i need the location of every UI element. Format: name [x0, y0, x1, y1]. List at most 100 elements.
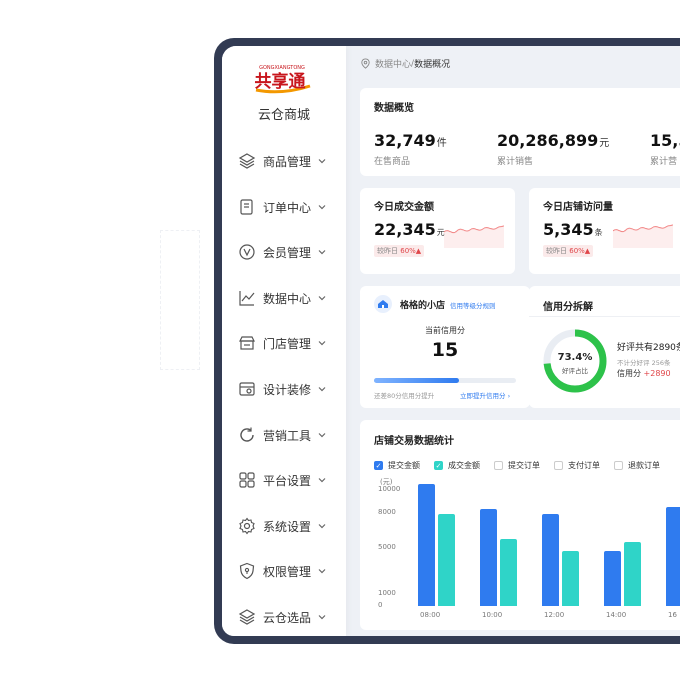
- chevron-down-icon: [318, 478, 326, 483]
- stat-sales-label: 累计销售: [497, 157, 534, 167]
- bar-submitted[interactable]: [666, 507, 680, 606]
- bar-submitted[interactable]: [418, 484, 435, 606]
- today-visits-card: 今日店铺访问量 5,345条 较昨日 60%▲: [529, 188, 680, 274]
- chevron-down-icon: [318, 387, 326, 392]
- y-unit-label: (元): [380, 478, 393, 486]
- stat-third-value: 15,5: [650, 131, 680, 150]
- checkbox-checked-icon[interactable]: ✓: [374, 461, 383, 470]
- checkbox-icon[interactable]: [614, 461, 623, 470]
- checkbox-icon[interactable]: [494, 461, 503, 470]
- legend-label: 提交金额: [388, 461, 420, 470]
- shield-icon: [239, 563, 255, 580]
- visits-sparkline: [613, 224, 673, 248]
- bar-completed[interactable]: [562, 551, 579, 606]
- today-amount-value: 22,345元: [374, 220, 445, 239]
- sidebar-item-label: 权限管理: [263, 565, 312, 580]
- y-tick-label: 5000: [378, 543, 396, 551]
- stat-third-label: 累计营: [650, 157, 678, 167]
- sidebar-item[interactable]: 云仓选品: [222, 601, 346, 633]
- donut-ratio: 73.4%: [558, 352, 593, 363]
- chevron-down-icon: [318, 615, 326, 620]
- breadcrumb-parent[interactable]: 数据中心: [375, 60, 412, 70]
- shop-name: 格格的小店: [400, 301, 446, 311]
- legend-label: 成交金额: [448, 461, 480, 470]
- sidebar-item[interactable]: 数据中心: [222, 282, 346, 314]
- sidebar-item[interactable]: 平台设置: [222, 464, 346, 496]
- y-tick-label: 0: [378, 601, 383, 609]
- credit-rule-link[interactable]: 信用等级分规则: [450, 302, 496, 310]
- trade-stats-card: 店铺交易数据统计 ✓ 提交金额 ✓ 成交金额 提交订单 支付订单 退款订单 (元) 0 100…: [360, 420, 680, 630]
- sidebar-item-label: 云仓选品: [263, 611, 312, 625]
- y-tick-label: 1000: [378, 589, 396, 598]
- legend-label: 支付订单: [568, 461, 600, 470]
- credit-score: 15: [431, 339, 459, 361]
- brand-logo: GONGXIANGTONG 共享通: [255, 65, 311, 94]
- credit-progress-track: [374, 378, 516, 383]
- x-tick-label: 16: [668, 611, 677, 619]
- legend-item[interactable]: 提交订单: [494, 460, 540, 471]
- sidebar-item[interactable]: 会员管理: [222, 236, 346, 268]
- logo-pinyin: GONGXIANGTONG: [259, 65, 305, 71]
- line-chart-icon: [239, 290, 255, 306]
- legend-label: 退款订单: [628, 461, 660, 470]
- sidebar-item[interactable]: 设计装修: [222, 373, 346, 405]
- app-screen: GONGXIANGTONG 共享通 云仓商城 商品管理 订单中心 会员管理 数据中心门…: [222, 46, 680, 636]
- chevron-down-icon: [318, 250, 326, 255]
- legend-item[interactable]: 退款订单: [614, 460, 660, 471]
- bar-submitted[interactable]: [542, 514, 559, 606]
- stat-products-label: 在售商品: [374, 157, 411, 167]
- today-amount-title: 今日成交金额: [374, 202, 434, 213]
- sidebar-item-label: 会员管理: [263, 246, 312, 261]
- donut-ratio-label: 好评占比: [562, 366, 589, 375]
- today-amount-card: 今日成交金额 22,345元 较昨日 60%▲: [360, 188, 515, 274]
- upgrade-credit-link[interactable]: 立即提升信用分 ›: [460, 392, 511, 400]
- layers-icon: [238, 153, 256, 169]
- breadcrumb-separator: /: [411, 58, 415, 69]
- sidebar-item[interactable]: 门店管理: [222, 327, 346, 359]
- bar-submitted[interactable]: [480, 508, 497, 606]
- refresh-icon: [240, 427, 254, 442]
- breadcrumb: 数据中心 / 数据概况: [360, 57, 450, 70]
- background-decoration: [160, 230, 200, 370]
- checkbox-checked-icon[interactable]: ✓: [434, 461, 443, 470]
- gear-icon: [239, 517, 255, 535]
- no-count-positive: 不计分好评 256条: [617, 359, 671, 367]
- x-tick-label: 12:00: [544, 611, 565, 619]
- bar-completed[interactable]: [624, 542, 641, 606]
- legend-item[interactable]: 支付订单: [554, 460, 600, 471]
- document-icon: [240, 198, 253, 215]
- main-content: 数据中心 / 数据概况 数据概览 32,749件 在售商品 20,286,899…: [346, 46, 680, 636]
- overview-title: 数据概览: [374, 103, 414, 114]
- device-frame: GONGXIANGTONG 共享通 云仓商城 商品管理 订单中心 会员管理 数据中心门…: [214, 38, 680, 644]
- credit-breakdown-title: 信用分拆解: [543, 302, 593, 313]
- stat-products-value: 32,749件: [374, 131, 447, 150]
- breadcrumb-current: 数据概况: [414, 60, 451, 70]
- bar-submitted[interactable]: [604, 551, 621, 606]
- y-tick-label: 8000: [378, 508, 396, 517]
- today-visits-title: 今日店铺访问量: [543, 202, 613, 213]
- amount-sparkline: [444, 225, 504, 248]
- legend-item[interactable]: ✓ 成交金额: [434, 460, 480, 471]
- chevron-down-icon: [318, 295, 326, 301]
- sidebar-item[interactable]: 营销工具: [222, 419, 346, 451]
- sidebar-item-label: 设计装修: [263, 383, 312, 397]
- sidebar-item[interactable]: 权限管理: [222, 555, 346, 587]
- checkbox-icon[interactable]: [554, 461, 563, 470]
- store-icon: [239, 336, 255, 350]
- sidebar-item-label: 系统设置: [263, 519, 312, 534]
- sidebar-item-label: 商品管理: [263, 155, 312, 169]
- sidebar-item[interactable]: 订单中心: [222, 191, 346, 223]
- sidebar-item-label: 门店管理: [263, 337, 312, 352]
- sidebar: GONGXIANGTONG 共享通 云仓商城 商品管理 订单中心 会员管理 数据中心门…: [222, 46, 346, 636]
- bar-completed[interactable]: [438, 514, 455, 606]
- sidebar-item[interactable]: 系统设置: [222, 510, 346, 542]
- chevron-down-icon: [318, 569, 326, 574]
- grid-icon: [239, 472, 255, 488]
- bar-completed[interactable]: [500, 538, 517, 606]
- legend-item[interactable]: ✓ 提交金额: [374, 460, 420, 471]
- today-amount-compare-badge: 较昨日 60%▲: [374, 245, 425, 257]
- trade-title: 店铺交易数据统计: [374, 436, 454, 447]
- chart-legend: ✓ 提交金额 ✓ 成交金额 提交订单 支付订单 退款订单: [374, 460, 674, 471]
- sidebar-item[interactable]: 商品管理: [222, 145, 346, 177]
